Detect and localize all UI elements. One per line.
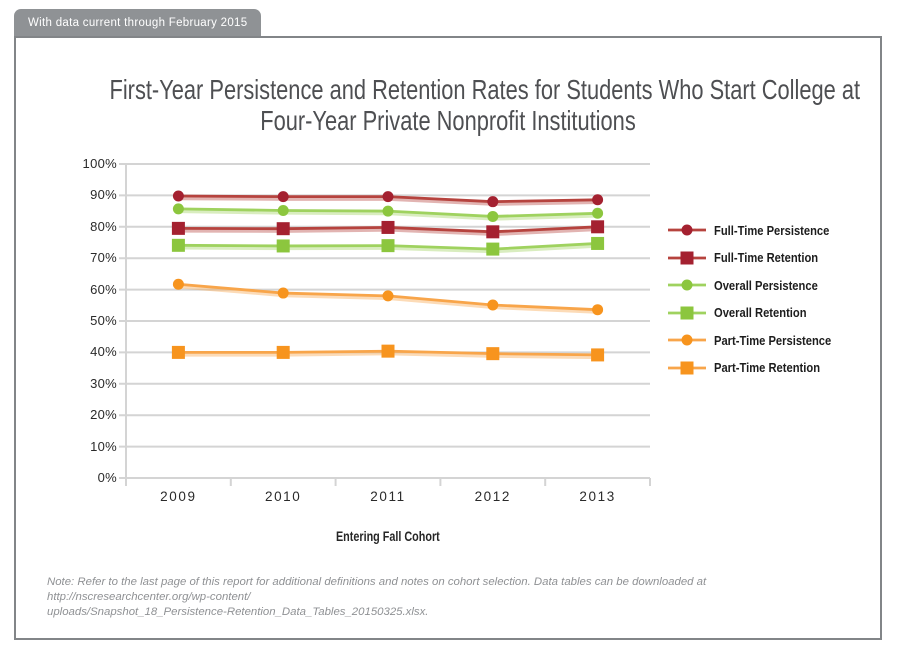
- y-tick-label: 100%: [82, 156, 117, 171]
- x-tick-label: 2011: [370, 489, 406, 504]
- y-tick-label: 90%: [90, 187, 117, 203]
- legend-marker: [680, 251, 694, 264]
- x-tick-label: 2013: [579, 489, 616, 504]
- marker-overall-persistence-2011: [382, 205, 394, 217]
- legend-item-label: Full-Time Retention: [714, 250, 819, 265]
- legend-circle-icon: [668, 224, 706, 236]
- marker-part-time-persistence-2013: [592, 304, 604, 316]
- marker-overall-retention-2012: [486, 242, 500, 256]
- legend-item-label: Part-Time Persistence: [714, 332, 832, 348]
- marker-overall-persistence-2012: [487, 210, 499, 222]
- marker-full-time-retention-2013: [591, 220, 605, 234]
- marker-full-time-retention-2012: [486, 225, 500, 239]
- marker-overall-retention-2009: [171, 238, 185, 252]
- legend-item-part-time-persistence: Part-Time Persistence: [668, 331, 850, 349]
- chart-title: First-Year Persistence and Retention Rat…: [109, 74, 861, 136]
- legend-item-overall-persistence: Overall Persistence: [668, 276, 850, 294]
- marker-full-time-persistence-2012: [487, 196, 499, 208]
- marker-full-time-persistence-2013: [592, 194, 604, 206]
- legend-item-full-time-retention: Full-Time Retention: [668, 249, 850, 267]
- y-tick-label: 50%: [90, 313, 117, 328]
- legend: Full-Time Persistence Full-Time Retention…: [668, 221, 850, 377]
- marker-full-time-persistence-2009: [172, 190, 184, 202]
- marker-part-time-retention-2012: [486, 347, 500, 361]
- chart-title-line1: First-Year Persistence and Retention Rat…: [109, 74, 861, 105]
- marker-part-time-retention-2009: [171, 345, 185, 359]
- legend-item-label: Overall Retention: [714, 305, 807, 320]
- marker-full-time-persistence-2011: [382, 191, 394, 203]
- banner-label: With data current through February 2015: [28, 16, 248, 29]
- marker-full-time-retention-2009: [171, 221, 185, 235]
- legend-marker: [681, 279, 693, 291]
- marker-overall-persistence-2010: [277, 204, 289, 216]
- y-tick-label: 40%: [90, 344, 117, 360]
- legend-item-label: Full-Time Persistence: [714, 222, 830, 238]
- y-tick-label: 70%: [90, 250, 117, 266]
- legend-item-label: Part-Time Retention: [714, 360, 821, 375]
- marker-part-time-persistence-2010: [277, 287, 289, 299]
- x-axis-title: Entering Fall Cohort: [126, 529, 650, 544]
- marker-full-time-retention-2011: [381, 220, 395, 234]
- legend-item-full-time-persistence: Full-Time Persistence: [668, 221, 850, 239]
- footnote-line-1: Note: Refer to the last page of this rep…: [47, 576, 707, 603]
- legend-marker: [680, 361, 694, 374]
- x-axis-title-label: Entering Fall Cohort: [336, 529, 440, 544]
- marker-overall-retention-2011: [381, 239, 395, 253]
- marker-part-time-retention-2011: [381, 344, 395, 358]
- y-tick-label: 0%: [97, 470, 117, 485]
- marker-full-time-persistence-2010: [277, 191, 289, 203]
- footnote: Note: Refer to the last page of this rep…: [47, 575, 867, 620]
- report-frame: [14, 36, 882, 640]
- legend-item-overall-retention: Overall Retention: [668, 304, 850, 322]
- marker-full-time-retention-2010: [276, 222, 290, 236]
- y-tick-label: 30%: [90, 375, 117, 391]
- legend-square-icon: [668, 306, 706, 319]
- legend-circle-icon: [668, 334, 706, 346]
- x-tick-label: 2012: [474, 489, 512, 504]
- legend-item-label: Overall Persistence: [714, 277, 818, 293]
- y-tick-label: 10%: [90, 438, 117, 454]
- banner-tab: With data current through February 2015: [14, 9, 262, 36]
- y-tick-label: 20%: [90, 407, 117, 423]
- legend-marker: [680, 306, 694, 319]
- marker-overall-persistence-2013: [592, 207, 604, 219]
- marker-part-time-retention-2013: [591, 348, 605, 362]
- y-tick-label: 80%: [90, 218, 117, 234]
- legend-item-part-time-retention: Part-Time Retention: [668, 359, 850, 377]
- marker-overall-retention-2010: [276, 239, 290, 253]
- legend-circle-icon: [668, 279, 706, 291]
- x-tick-label: 2010: [264, 489, 302, 504]
- marker-part-time-persistence-2012: [487, 299, 499, 311]
- marker-overall-retention-2013: [591, 236, 605, 250]
- marker-overall-persistence-2009: [172, 203, 184, 215]
- legend-square-icon: [668, 361, 706, 374]
- footnote-line-2: uploads/Snapshot_18_Persistence-Retentio…: [47, 606, 429, 618]
- marker-part-time-retention-2010: [276, 345, 290, 359]
- legend-marker: [681, 224, 693, 236]
- marker-part-time-persistence-2009: [172, 278, 184, 290]
- legend-marker: [681, 334, 693, 346]
- chart-title-line2: Four-Year Private Nonprofit Institutions: [260, 105, 636, 136]
- marker-part-time-persistence-2011: [382, 290, 394, 302]
- y-tick-label: 60%: [90, 281, 117, 297]
- x-tick-label: 2009: [160, 489, 197, 504]
- legend-square-icon: [668, 251, 706, 264]
